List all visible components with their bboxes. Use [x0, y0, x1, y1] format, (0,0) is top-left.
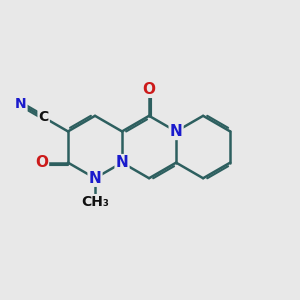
- Text: N: N: [170, 124, 182, 139]
- Text: N: N: [88, 171, 101, 186]
- Text: O: O: [142, 82, 156, 97]
- Text: C: C: [38, 110, 49, 124]
- Text: N: N: [116, 155, 128, 170]
- Text: N: N: [15, 97, 26, 111]
- Text: CH₃: CH₃: [81, 195, 109, 208]
- Text: O: O: [35, 155, 48, 170]
